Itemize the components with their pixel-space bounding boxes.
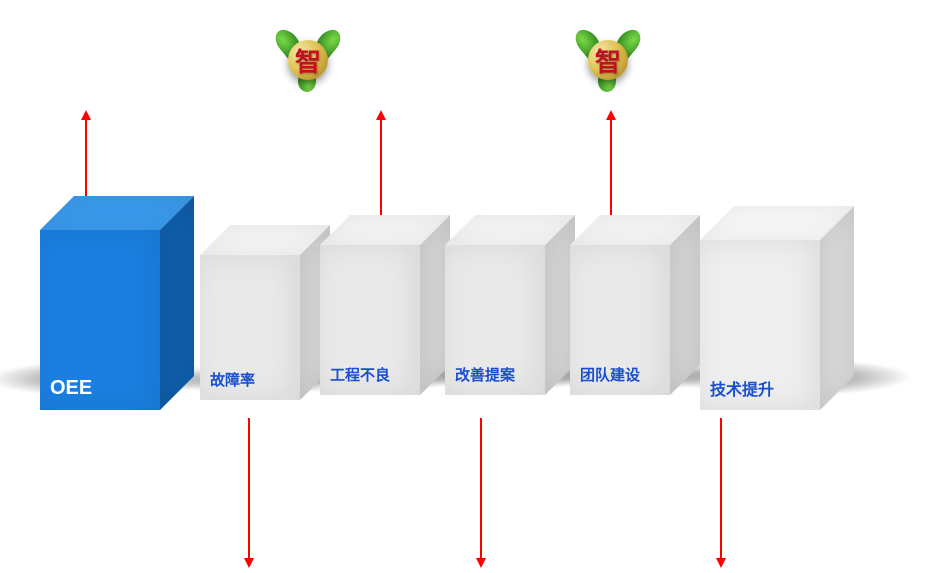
box-label: 技术提升 (710, 376, 774, 400)
arrow-up-icon (380, 120, 382, 220)
box-process-defect: 工程不良 (320, 245, 420, 395)
globe-glyph: 智 (280, 42, 336, 79)
box-skill-improvement: 技术提升 (700, 240, 820, 410)
box-team-building: 团队建设 (570, 245, 670, 395)
box-improvement-proposal: 改善提案 (445, 245, 545, 395)
arrow-down-icon (480, 418, 482, 558)
arrow-up-icon (610, 120, 612, 220)
globe-glyph: 智 (580, 42, 636, 79)
box-oee: OEE (40, 230, 160, 410)
box-label: 团队建设 (580, 364, 640, 385)
arrow-down-icon (720, 418, 722, 558)
box-label: 改善提案 (455, 364, 515, 385)
box-label: OEE (50, 377, 92, 400)
box-label: 工程不良 (330, 364, 390, 385)
arrow-down-icon (248, 418, 250, 558)
box-label: 故障率 (210, 369, 255, 390)
box-failure-rate: 故障率 (200, 255, 300, 400)
globe-icon: 智 (280, 30, 336, 86)
globe-icon: 智 (580, 30, 636, 86)
diagram-stage: 智 智 OEE 故障率 工程不良 改善提案 团队建设 技术提升 (0, 0, 927, 573)
